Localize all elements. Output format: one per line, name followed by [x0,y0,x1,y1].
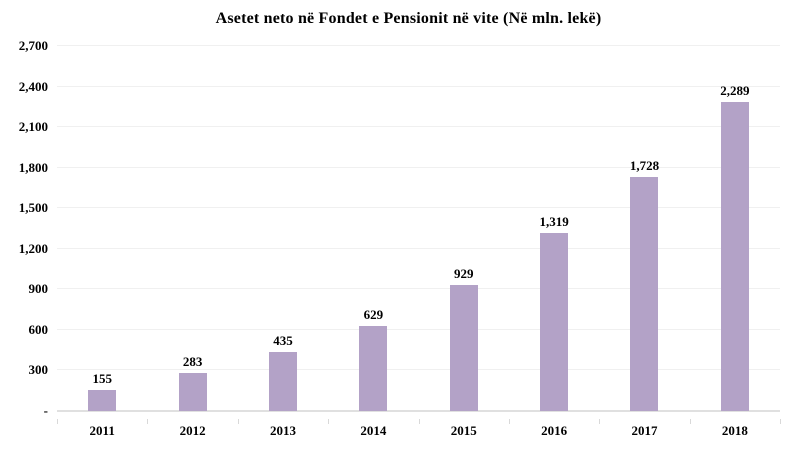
x-tick-mark [689,419,691,424]
x-tick-mark [147,419,149,424]
y-tick-label: 600 [28,321,49,337]
bar-2012 [178,372,207,411]
y-tick-label: 1,800 [18,159,48,175]
y-tick-label: 300 [28,362,49,378]
bar-2016 [540,232,569,411]
gridline [57,288,780,290]
bar-2015 [449,285,478,411]
gridline [57,207,780,209]
gridline [57,45,780,46]
x-tick-label-2015: 2015 [450,423,477,438]
gridline [57,166,780,168]
y-tick-label: 900 [28,281,49,297]
plot-area: 155 283 435 629 929 1,319 1,728 2,289 [57,45,780,412]
bar-value-label: 435 [273,333,293,349]
y-tick-label: 1,500 [18,200,48,216]
y-tick-label: - [43,403,48,418]
x-tick-label-2017: 2017 [631,423,658,438]
bar-value-label: 1,319 [539,213,569,229]
gridline [57,85,780,87]
bar-2017 [630,177,659,411]
gridline [57,126,780,128]
bar-2013 [268,352,297,411]
x-tick-mark [599,419,601,424]
x-tick-mark [418,419,420,424]
x-axis: 2011 2012 2013 2014 2015 2016 2017 2018 [57,419,781,443]
bar-2011 [88,390,117,411]
y-tick-label: 2,100 [18,119,48,135]
x-tick-label-2013: 2013 [269,423,296,438]
gridline [57,247,780,249]
y-tick-label: 2,400 [18,78,48,94]
x-tick-mark [780,419,781,424]
x-tick-mark [328,419,330,424]
y-tick-label: 1,200 [18,240,48,256]
gridline [57,369,780,371]
y-axis: - 300 600 900 1,200 1,500 1,800 2,100 2,400 2,700 [0,38,49,418]
x-tick-mark [57,419,58,424]
x-tick-label-2016: 2016 [541,423,568,438]
x-tick-label-2014: 2014 [360,423,387,438]
x-axis-line [57,410,780,412]
bar-value-label: 929 [453,266,474,282]
bar-value-label: 2,289 [720,82,750,98]
x-tick-label-2018: 2018 [721,423,748,438]
bar-value-label: 629 [363,306,384,322]
gridline [57,328,780,330]
x-tick-label-2012: 2012 [179,423,206,438]
bar-2018 [720,101,749,411]
bar-value-label: 283 [182,353,203,369]
y-tick-label: 2,700 [18,38,48,53]
bar-2014 [359,325,388,411]
x-tick-mark [508,419,510,424]
bar-value-label: 155 [92,371,112,387]
chart-title: Asetet neto në Fondet e Pensionit në vit… [215,10,602,27]
x-tick-label-2011: 2011 [89,423,115,438]
x-tick-mark [237,419,239,424]
bar-value-label: 1,728 [629,158,660,174]
